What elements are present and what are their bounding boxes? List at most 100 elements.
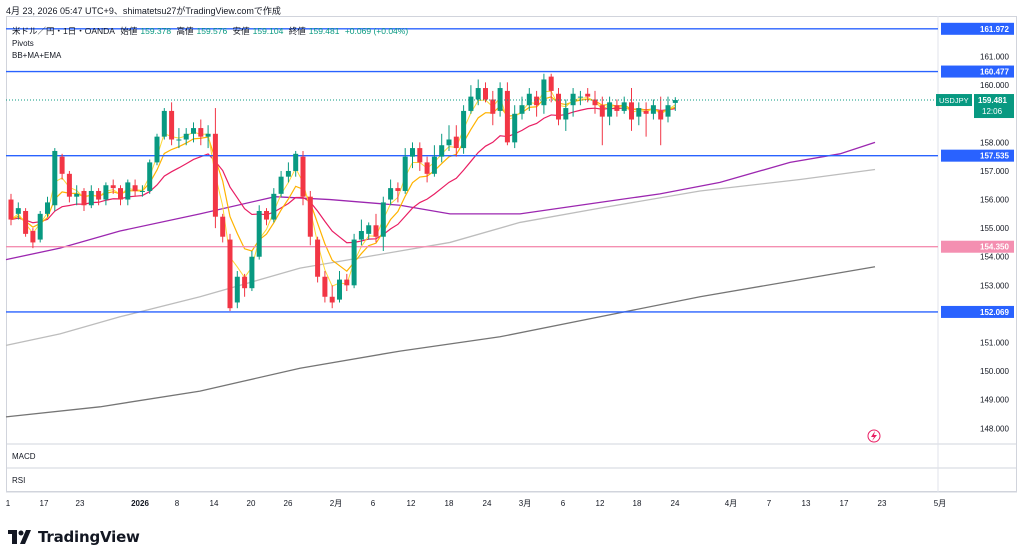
candle-body[interactable] (315, 239, 321, 277)
candle-body[interactable] (23, 210, 29, 234)
indicator-rsi[interactable]: RSI (12, 476, 26, 485)
candle-body[interactable] (526, 93, 532, 106)
candle-body[interactable] (599, 105, 605, 117)
candle-body[interactable] (629, 102, 634, 120)
candle-body[interactable] (453, 136, 459, 149)
candle-body[interactable] (519, 105, 525, 114)
candle-body[interactable] (373, 225, 379, 237)
candle-body[interactable] (534, 96, 540, 106)
candle-body[interactable] (205, 133, 211, 137)
candle-body[interactable] (650, 105, 656, 114)
candle-body[interactable] (300, 156, 306, 197)
candle-body[interactable] (395, 188, 401, 191)
candle-body[interactable] (96, 190, 102, 200)
candle-body[interactable] (74, 193, 80, 197)
candle-body[interactable] (410, 148, 415, 157)
candle-body[interactable] (322, 276, 328, 297)
candle-body[interactable] (577, 96, 583, 98)
candle-body[interactable] (242, 276, 248, 289)
candle-body[interactable] (585, 93, 591, 97)
candle-body[interactable] (439, 145, 445, 157)
candle-body[interactable] (132, 185, 138, 191)
candle-body[interactable] (125, 182, 131, 200)
candle-body[interactable] (351, 239, 357, 286)
lightning-icon[interactable] (867, 429, 881, 443)
tradingview-logo[interactable]: TradingView (8, 526, 140, 548)
candle-body[interactable] (234, 276, 240, 303)
candle-body[interactable] (212, 133, 218, 217)
candle-body[interactable] (198, 128, 204, 137)
candle-body[interactable] (621, 102, 627, 111)
candle-body[interactable] (220, 216, 226, 237)
candle-body[interactable] (249, 256, 255, 289)
candle-body[interactable] (103, 185, 109, 200)
candle-body[interactable] (658, 110, 664, 120)
candle-body[interactable] (504, 90, 510, 143)
candle-body[interactable] (110, 185, 116, 189)
indicator-macd[interactable]: MACD (12, 452, 36, 461)
candle-body[interactable] (66, 173, 72, 197)
symbol-name[interactable]: 米ドル／円・1日・OANDA (12, 26, 115, 36)
candle-body[interactable] (548, 76, 554, 91)
candle-body[interactable] (15, 208, 21, 214)
candle-body[interactable] (607, 102, 613, 117)
candle-body[interactable] (52, 150, 58, 206)
candle-body[interactable] (45, 202, 50, 214)
candle-body[interactable] (30, 231, 36, 243)
candle-body[interactable] (154, 136, 160, 163)
candle-body[interactable] (147, 162, 153, 191)
candle-body[interactable] (402, 156, 408, 191)
candle-body[interactable] (264, 210, 269, 220)
candle-body[interactable] (431, 156, 437, 174)
candle-body[interactable] (118, 188, 123, 200)
candle-body[interactable] (329, 296, 335, 303)
candle-body[interactable] (388, 188, 394, 200)
candle-body[interactable] (278, 176, 284, 194)
candle-body[interactable] (271, 193, 277, 220)
candle-body[interactable] (285, 170, 291, 177)
candle-body[interactable] (191, 128, 196, 134)
candle-body[interactable] (497, 88, 503, 111)
indicator-pivots[interactable]: Pivots (12, 39, 34, 48)
candle-body[interactable] (446, 139, 452, 146)
candle-body[interactable] (541, 79, 547, 106)
candle-body[interactable] (293, 153, 299, 171)
candle-body[interactable] (490, 99, 496, 114)
candle-body[interactable] (37, 213, 43, 240)
candle-body[interactable] (483, 88, 488, 100)
candle-body[interactable] (176, 139, 182, 141)
candle-body[interactable] (570, 93, 576, 106)
candle-body[interactable] (337, 279, 342, 300)
candle-body[interactable] (366, 225, 372, 234)
candle-body[interactable] (643, 110, 649, 114)
candle-body[interactable] (358, 231, 364, 240)
indicator-bbmaema[interactable]: BB+MA+EMA (12, 51, 62, 60)
candle-body[interactable] (88, 190, 94, 206)
candle-body[interactable] (81, 190, 87, 206)
candle-body[interactable] (139, 190, 145, 192)
candle-body[interactable] (307, 196, 313, 237)
candle-body[interactable] (556, 93, 561, 120)
candle-body[interactable] (424, 162, 430, 174)
candle-body[interactable] (468, 96, 474, 111)
candle-body[interactable] (512, 113, 518, 143)
candle-body[interactable] (59, 156, 65, 174)
candle-body[interactable] (256, 210, 262, 257)
candle-body[interactable] (344, 279, 350, 286)
candle-body[interactable] (563, 108, 569, 120)
candle-body[interactable] (169, 110, 175, 140)
candle-body[interactable] (8, 199, 14, 220)
candle-body[interactable] (461, 110, 467, 149)
candle-body[interactable] (665, 105, 671, 117)
candle-body[interactable] (380, 202, 386, 237)
candle-body[interactable] (227, 239, 233, 309)
candle-body[interactable] (592, 99, 598, 106)
candle-body[interactable] (614, 105, 620, 111)
candle-body[interactable] (161, 110, 167, 137)
candle-body[interactable] (183, 133, 189, 140)
candle-body[interactable] (475, 88, 481, 100)
candle-body[interactable] (636, 108, 642, 117)
candle-body[interactable] (672, 100, 678, 103)
candle-body[interactable] (417, 148, 423, 163)
